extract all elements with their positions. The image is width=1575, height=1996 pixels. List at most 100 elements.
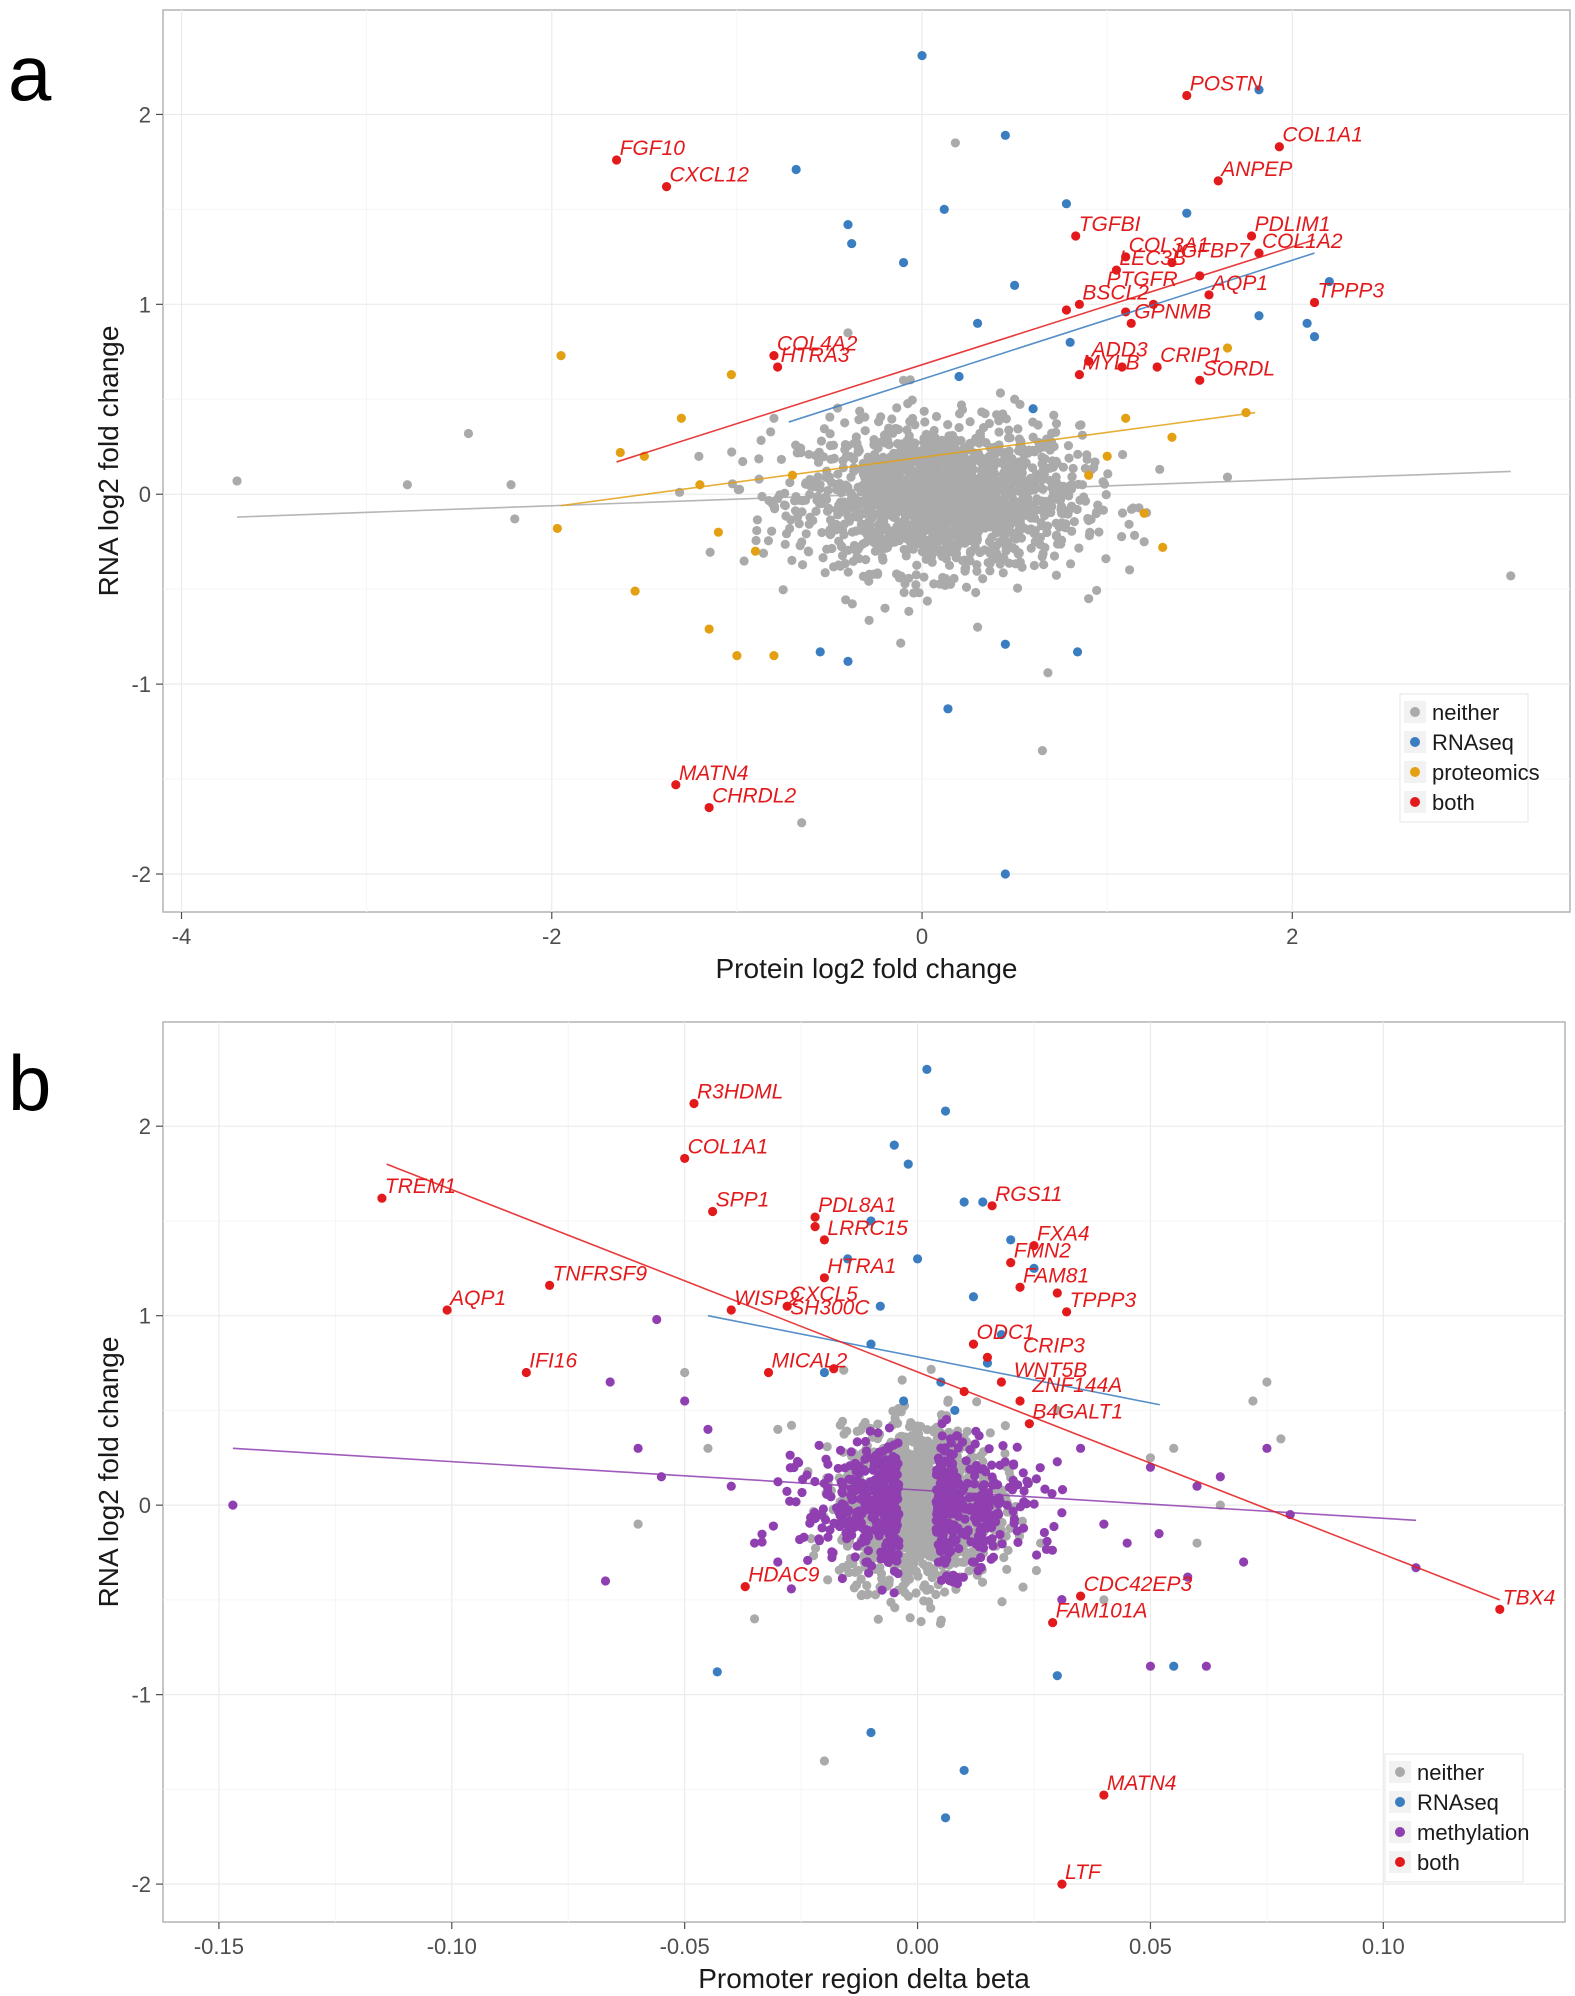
gene-label: PDL8A1 (818, 1194, 896, 1217)
cloud-point (920, 479, 931, 489)
methylation-cloud-point (814, 1536, 825, 1546)
methylation-cloud-point (823, 1483, 833, 1493)
point-neither (950, 138, 960, 148)
cloud-point (1117, 508, 1128, 518)
cloud-point (915, 1502, 925, 1512)
methylation-cloud-point (940, 1481, 950, 1491)
cloud-point (857, 508, 867, 519)
cloud-point (953, 446, 964, 456)
methylation-cloud-point (768, 1521, 778, 1531)
cloud-point (1014, 548, 1024, 558)
gene-label: CRIP3 (1023, 1334, 1085, 1357)
cloud-point (991, 524, 1001, 534)
cloud-point (967, 471, 977, 481)
cloud-point (961, 582, 972, 592)
methylation-cloud-point (889, 1588, 899, 1598)
methylation-cloud-point (969, 1513, 980, 1523)
cloud-point (898, 1581, 908, 1591)
point-proteomics (750, 546, 761, 556)
methylation-cloud-point (890, 1466, 900, 1476)
point-rnaseq (922, 1064, 932, 1074)
cloud-point (1031, 1565, 1042, 1576)
gene-label: CHRDL2 (712, 785, 796, 808)
gene-label: SH300C (790, 1296, 870, 1319)
methylation-cloud-point (936, 1474, 946, 1484)
cloud-point (949, 479, 959, 489)
methylation-cloud-point (974, 1431, 984, 1441)
point-rnaseq (1052, 1671, 1062, 1681)
methylation-cloud-point (757, 1537, 767, 1547)
point-both (1204, 290, 1214, 300)
gene-label: FXA4 (1037, 1223, 1090, 1246)
cloud-point (842, 1540, 853, 1551)
cloud-point (1063, 441, 1074, 451)
point-proteomics (1139, 508, 1149, 518)
cloud-point (984, 489, 994, 499)
methylation-cloud-point (940, 1524, 950, 1535)
cloud-point (884, 440, 894, 450)
cloud-point (839, 497, 849, 507)
point-neither (1248, 1396, 1258, 1406)
cloud-point (919, 1596, 929, 1606)
gene-label: COL1A1 (1282, 124, 1363, 147)
methylation-cloud-point (757, 1529, 767, 1539)
cloud-point (894, 506, 904, 516)
cloud-point (1003, 538, 1013, 548)
cloud-point (960, 555, 970, 565)
legend-label: neither (1432, 700, 1499, 725)
cloud-point (832, 504, 842, 515)
point-both (1084, 356, 1094, 366)
methylation-cloud-point (1041, 1544, 1052, 1555)
cloud-point (843, 567, 853, 577)
gene-label: HDAC9 (748, 1564, 820, 1587)
cloud-point (804, 449, 814, 460)
cloud-point (917, 453, 927, 463)
methylation-cloud-point (947, 1463, 957, 1473)
point-methylation (652, 1314, 662, 1325)
cloud-point (926, 1455, 936, 1465)
point-proteomics (676, 413, 686, 423)
cloud-point (909, 1543, 919, 1553)
cloud-point (1015, 486, 1025, 496)
methylation-cloud-point (864, 1568, 874, 1578)
cloud-point (937, 546, 947, 557)
cloud-point (1068, 463, 1078, 474)
methylation-cloud-point (1018, 1468, 1028, 1478)
cloud-point (994, 416, 1004, 426)
point-proteomics (704, 624, 714, 634)
cloud-point (997, 1597, 1007, 1607)
cloud-point (999, 467, 1009, 478)
cloud-point (978, 514, 988, 524)
methylation-cloud-point (847, 1495, 857, 1505)
methylation-cloud-point (823, 1459, 833, 1469)
cloud-point (972, 560, 982, 570)
cloud-point (902, 425, 912, 435)
cloud-point (989, 452, 999, 462)
methylation-cloud-point (982, 1523, 992, 1533)
methylation-cloud-point (1057, 1508, 1067, 1518)
methylation-cloud-point (971, 1504, 981, 1514)
cloud-point (840, 418, 850, 428)
point-both (1309, 297, 1320, 308)
cloud-point (983, 507, 993, 517)
cloud-point (927, 440, 938, 450)
cloud-point (944, 547, 955, 557)
gene-label: PTGFR (1106, 268, 1177, 291)
methylation-cloud-point (937, 1431, 947, 1441)
methylation-cloud-point (892, 1512, 902, 1522)
cloud-point (998, 568, 1008, 578)
cloud-point (850, 1567, 860, 1578)
y-tick-label: 2 (139, 102, 151, 127)
cloud-point (727, 447, 737, 457)
cloud-point (754, 454, 764, 464)
point-rnaseq (1000, 130, 1010, 140)
cloud-point (1049, 551, 1060, 561)
point-rnaseq (968, 1292, 979, 1302)
cloud-point (780, 488, 790, 498)
methylation-cloud-point (952, 1578, 963, 1589)
cloud-point (1000, 450, 1010, 460)
point-rnaseq (898, 257, 909, 268)
gene-label: FGF10 (620, 137, 686, 160)
point-proteomics (769, 651, 779, 661)
cloud-point (1042, 527, 1052, 538)
